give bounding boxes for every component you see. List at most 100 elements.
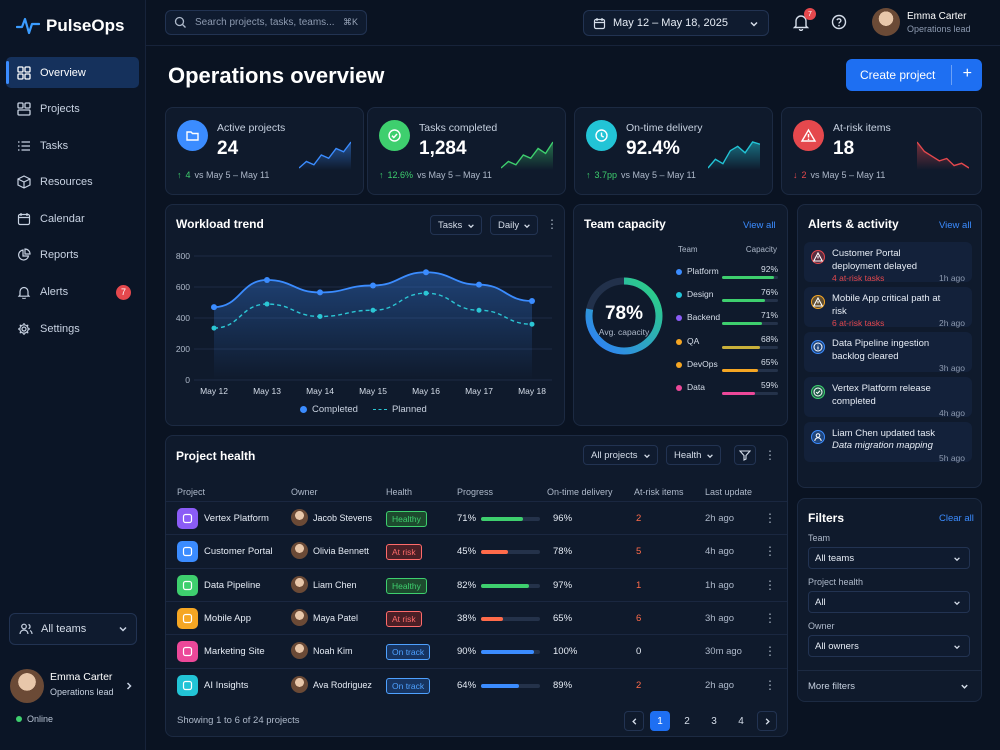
bell-icon[interactable] (792, 13, 810, 31)
alert-item[interactable]: Liam Chen updated task Data migration map… (804, 422, 972, 463)
capacity-row-platform[interactable]: Platform 92% (676, 264, 778, 283)
nav-item-settings[interactable]: Settings (6, 313, 139, 344)
column-header[interactable]: Last update (705, 487, 753, 497)
planned-point[interactable] (423, 290, 429, 296)
health-filter-select[interactable]: All (808, 591, 970, 613)
completed-point[interactable] (211, 304, 217, 311)
page-button-3[interactable]: 3 (711, 715, 717, 727)
projects-filter-dropdown[interactable]: All projects (583, 445, 658, 465)
team-filter-select[interactable]: All teams (808, 547, 970, 569)
page-button-4[interactable]: 4 (738, 715, 744, 727)
nav-item-projects[interactable]: Projects (6, 94, 139, 125)
kpi-card-active-projects[interactable]: Active projects 24 ↑ 4 vs May 5 – May 11 (165, 107, 364, 195)
table-row[interactable]: Marketing Site Noah Kim On track 90% 100% 0 30… (166, 634, 787, 667)
capacity-row-design[interactable]: Design 76% (676, 287, 778, 306)
capacity-row-data[interactable]: Data 59% (676, 380, 778, 399)
capacity-row-backend[interactable]: Backend 71% (676, 310, 778, 329)
prev-page-button[interactable] (624, 711, 644, 731)
alert-item[interactable]: Data Pipeline ingestion backlog cleared 3… (804, 332, 972, 373)
calendar-icon (17, 212, 31, 225)
app-logo[interactable]: PulseOps (16, 16, 124, 36)
owner-filter-select[interactable]: All owners (808, 635, 970, 657)
table-row[interactable]: Customer Portal Olivia Bennett At risk 45% 7… (166, 534, 787, 567)
user-menu[interactable]: Emma Carter Operations lead (872, 8, 971, 36)
nav-item-reports[interactable]: Reports (6, 240, 139, 271)
completed-point[interactable] (264, 277, 270, 284)
owner-avatar (291, 608, 308, 626)
project-name[interactable]: AI Insights (204, 679, 249, 691)
page-button-1[interactable]: 1 (650, 711, 670, 731)
column-header[interactable]: Progress (457, 487, 494, 497)
row-menu-icon[interactable]: ⋮ (764, 544, 776, 559)
column-header[interactable]: At-risk items (634, 487, 684, 497)
kpi-card-at-risk-items[interactable]: At-risk items 18 ↓ 2 vs May 5 – May 11 (781, 107, 982, 195)
completed-point[interactable] (423, 269, 429, 276)
search-input[interactable]: Search projects, tasks, teams... ⌘K (165, 10, 367, 35)
alerts-view-all-link[interactable]: View all (939, 220, 972, 231)
row-menu-icon[interactable]: ⋮ (764, 644, 776, 659)
next-page-button[interactable] (757, 711, 777, 731)
nav-item-calendar[interactable]: Calendar (6, 203, 139, 234)
column-header[interactable]: On-time delivery (547, 487, 613, 497)
completed-point[interactable] (476, 281, 482, 288)
team-select[interactable]: All teams (9, 613, 137, 645)
completed-point[interactable] (370, 282, 376, 289)
table-row[interactable]: Data Pipeline Liam Chen Healthy 82% 97% 1 1h a… (166, 567, 787, 601)
alert-item[interactable]: Mobile App critical path at risk 6 at-ris… (804, 287, 972, 328)
capacity-bar-fill (722, 299, 765, 303)
row-menu-icon[interactable]: ⋮ (764, 511, 776, 525)
pulse-logo-icon (16, 17, 40, 35)
planned-point[interactable] (476, 307, 482, 313)
legend-completed-label: Completed (312, 404, 358, 415)
planned-point[interactable] (264, 301, 270, 307)
more-options-icon[interactable]: ⋮ (764, 448, 776, 462)
clear-filters-link[interactable]: Clear all (939, 513, 974, 524)
sidebar-user[interactable]: Emma Carter Operations lead (10, 669, 138, 705)
legend-planned-marker (372, 409, 387, 410)
health-dropdown[interactable]: Health (666, 445, 721, 465)
more-filters-toggle[interactable]: More filters (808, 681, 971, 692)
project-name[interactable]: Vertex Platform (204, 513, 269, 524)
row-menu-icon[interactable]: ⋮ (764, 677, 776, 692)
kpi-card-tasks-completed[interactable]: Tasks completed 1,284 ↑ 12.6% vs May 5 – May… (367, 107, 566, 195)
row-menu-icon[interactable]: ⋮ (764, 577, 776, 592)
column-header[interactable]: Project (177, 487, 206, 497)
period-dropdown[interactable]: Daily (490, 215, 538, 235)
column-header[interactable]: Health (386, 487, 413, 497)
nav-item-overview[interactable]: Overview (6, 57, 139, 88)
nav-item-alerts[interactable]: Alerts 7 (6, 277, 139, 308)
project-name[interactable]: Data Pipeline (204, 579, 261, 591)
alert-item[interactable]: Vertex Platform release completed 4h ago (804, 377, 972, 418)
project-name[interactable]: Mobile App (204, 612, 252, 624)
planned-point[interactable] (529, 321, 535, 327)
table-row[interactable]: Vertex Platform Jacob Stevens Healthy 71% 96… (166, 501, 787, 534)
atrisk-count: 2 (636, 679, 642, 691)
completed-point[interactable] (529, 297, 535, 304)
page-button-2[interactable]: 2 (684, 715, 690, 727)
date-range-select[interactable]: May 12 – May 18, 2025 (583, 10, 769, 36)
project-name[interactable]: Marketing Site (204, 646, 265, 658)
project-name[interactable]: Customer Portal (204, 546, 273, 558)
table-row[interactable]: Mobile App Maya Patel At risk 38% 65% 6 3h ago… (166, 600, 787, 634)
help-icon[interactable] (830, 13, 848, 31)
kpi-footer: ↑ 4 vs May 5 – May 11 (177, 170, 269, 180)
column-header[interactable]: Owner (291, 487, 318, 497)
planned-point[interactable] (370, 307, 376, 313)
filter-button[interactable] (734, 445, 756, 465)
capacity-view-all-link[interactable]: View all (743, 220, 776, 231)
table-row[interactable]: AI Insights Ava Rodriguez On track 64% 89% 2 2… (166, 667, 787, 701)
kpi-period: vs May 5 – May 11 (194, 170, 270, 180)
nav-item-tasks[interactable]: Tasks (6, 130, 139, 161)
row-menu-icon[interactable]: ⋮ (764, 610, 776, 625)
project-glyph (182, 647, 193, 657)
create-project-button[interactable]: Create project + (846, 59, 982, 91)
alert-item[interactable]: Customer Portal deployment delayed 4 at-r… (804, 242, 972, 283)
nav-item-resources[interactable]: Resources (6, 167, 139, 198)
capacity-row-qa[interactable]: QA 68% (676, 334, 778, 353)
planned-point[interactable] (211, 325, 217, 331)
capacity-row-devops[interactable]: DevOps 65% (676, 357, 778, 376)
kpi-card-on-time-delivery[interactable]: On-time delivery 92.4% ↑ 3.7pp vs May 5 – Ma… (574, 107, 773, 195)
metric-dropdown[interactable]: Tasks (430, 215, 482, 235)
planned-point[interactable] (317, 313, 323, 319)
completed-point[interactable] (317, 289, 323, 296)
